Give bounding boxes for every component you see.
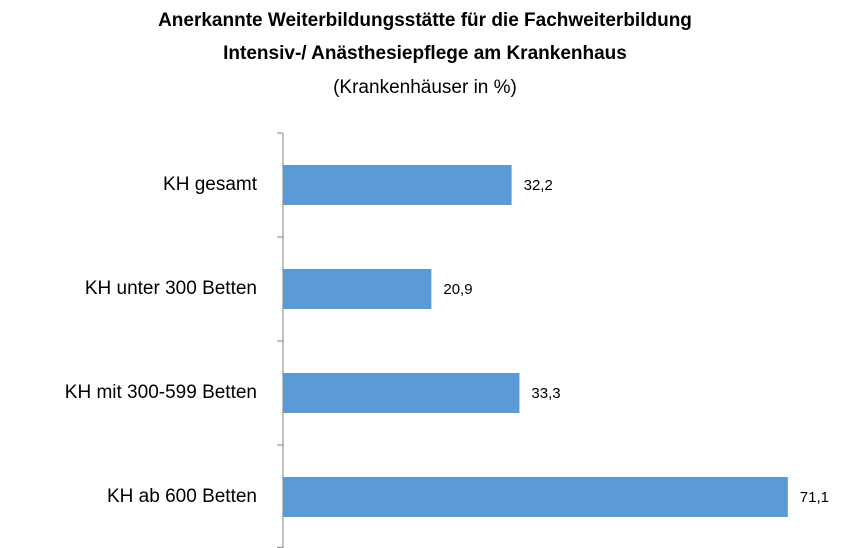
chart-title: Intensiv-/ Anästhesiepflege am Krankenha… xyxy=(223,43,627,64)
data-label: 32,2 xyxy=(524,177,553,194)
bar xyxy=(283,165,512,205)
chart-subtitle: (Krankenhäuser in %) xyxy=(333,77,517,98)
bar xyxy=(283,269,432,309)
y-tick-label: KH mit 300-599 Betten xyxy=(65,382,257,403)
data-label: 20,9 xyxy=(443,281,472,298)
data-label: 71,1 xyxy=(800,489,829,506)
chart-title: Anerkannte Weiterbildungsstätte für die … xyxy=(158,10,692,31)
data-label: 33,3 xyxy=(531,385,560,402)
y-tick-label: KH unter 300 Betten xyxy=(85,278,257,299)
bar xyxy=(283,477,788,517)
y-tick-label: KH gesamt xyxy=(163,174,258,195)
bar xyxy=(283,373,520,413)
y-tick-label: KH ab 600 Betten xyxy=(107,486,257,507)
